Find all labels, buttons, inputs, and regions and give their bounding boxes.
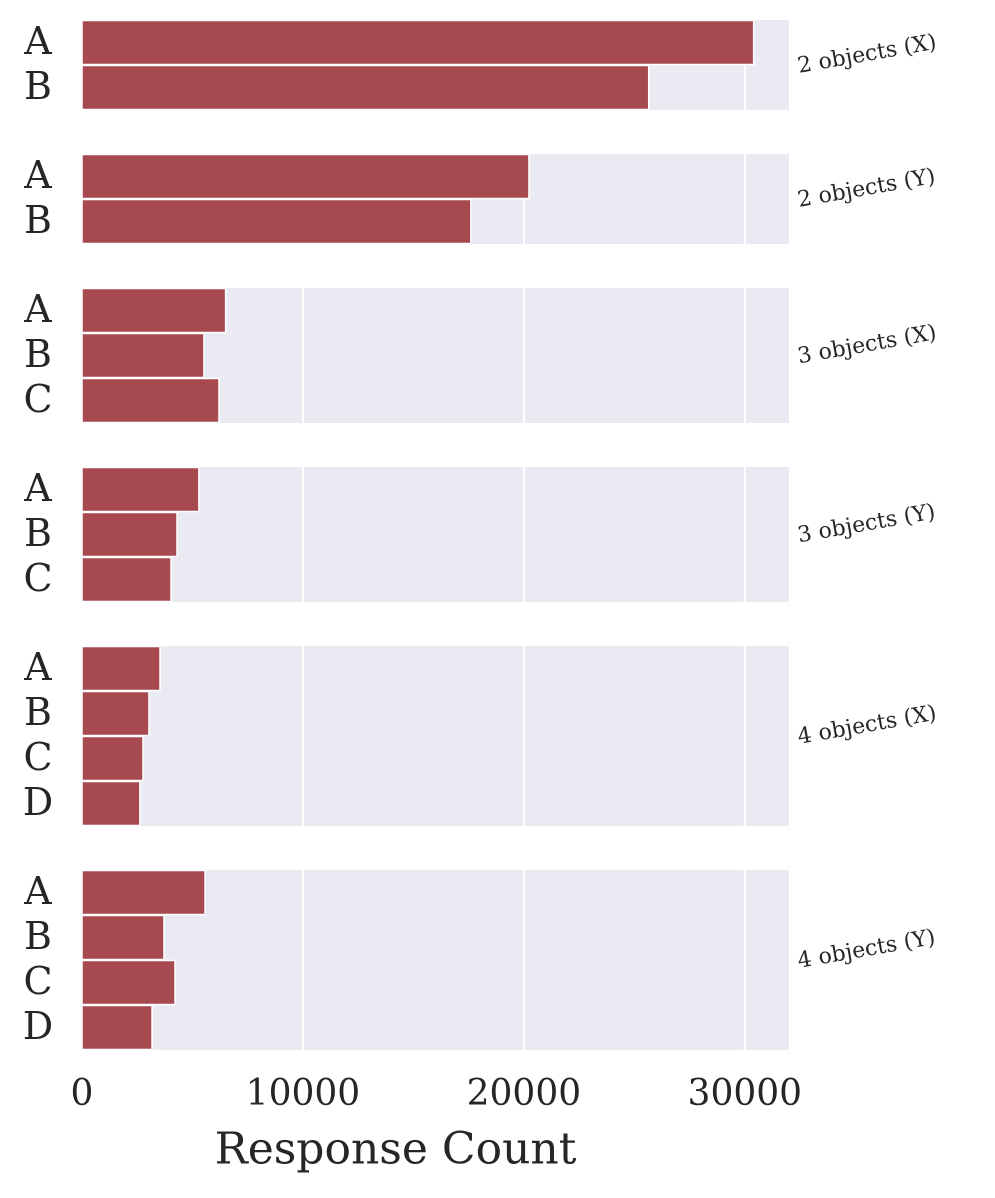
x-tick-label: 30000 bbox=[688, 1073, 803, 1114]
bar bbox=[81, 780, 141, 827]
x-axis-label: Response Count bbox=[215, 1124, 577, 1175]
y-tick-label: D bbox=[23, 1004, 53, 1048]
y-tick-label: B bbox=[24, 64, 52, 108]
bar bbox=[81, 869, 206, 916]
y-tick-label: A bbox=[23, 869, 52, 913]
panel-label: 4 objects (Y) bbox=[796, 925, 938, 974]
panel-label: 2 objects (Y) bbox=[796, 164, 938, 213]
y-tick-label: A bbox=[23, 645, 52, 689]
bar bbox=[81, 556, 172, 603]
bar bbox=[81, 1004, 153, 1051]
y-tick-label: A bbox=[23, 153, 52, 197]
bar bbox=[81, 690, 150, 737]
y-tick-label: D bbox=[23, 780, 53, 824]
bar bbox=[81, 64, 650, 111]
y-tick-label: A bbox=[23, 466, 52, 510]
y-tick-label: C bbox=[23, 556, 52, 600]
bar bbox=[81, 198, 472, 245]
bar bbox=[81, 287, 227, 334]
y-tick-label: B bbox=[24, 198, 52, 242]
bar bbox=[81, 914, 165, 961]
y-tick-label: C bbox=[23, 959, 52, 1003]
bar bbox=[81, 332, 205, 379]
panel-label: 3 objects (X) bbox=[796, 320, 939, 369]
panel-label: 4 objects (X) bbox=[796, 701, 939, 750]
y-tick-label: C bbox=[23, 735, 52, 779]
bar bbox=[81, 645, 161, 692]
bar bbox=[81, 959, 176, 1006]
x-tick-label: 20000 bbox=[467, 1073, 582, 1114]
x-tick-label: 0 bbox=[71, 1073, 94, 1114]
y-tick-label: A bbox=[23, 287, 52, 331]
bar bbox=[81, 377, 220, 424]
plot-background bbox=[82, 646, 789, 826]
x-tick-label: 10000 bbox=[246, 1073, 361, 1114]
y-tick-label: B bbox=[24, 690, 52, 734]
bar bbox=[81, 153, 530, 200]
panel-label: 2 objects (X) bbox=[796, 30, 939, 79]
y-tick-label: B bbox=[24, 332, 52, 376]
y-tick-label: C bbox=[23, 377, 52, 421]
bar bbox=[81, 511, 178, 558]
panel-label: 3 objects (Y) bbox=[796, 500, 938, 549]
bar bbox=[81, 466, 200, 513]
y-tick-label: A bbox=[23, 19, 52, 63]
bar bbox=[81, 735, 144, 782]
y-tick-label: B bbox=[24, 914, 52, 958]
bar bbox=[81, 19, 755, 66]
plot-background bbox=[82, 467, 789, 602]
y-tick-label: B bbox=[24, 511, 52, 555]
